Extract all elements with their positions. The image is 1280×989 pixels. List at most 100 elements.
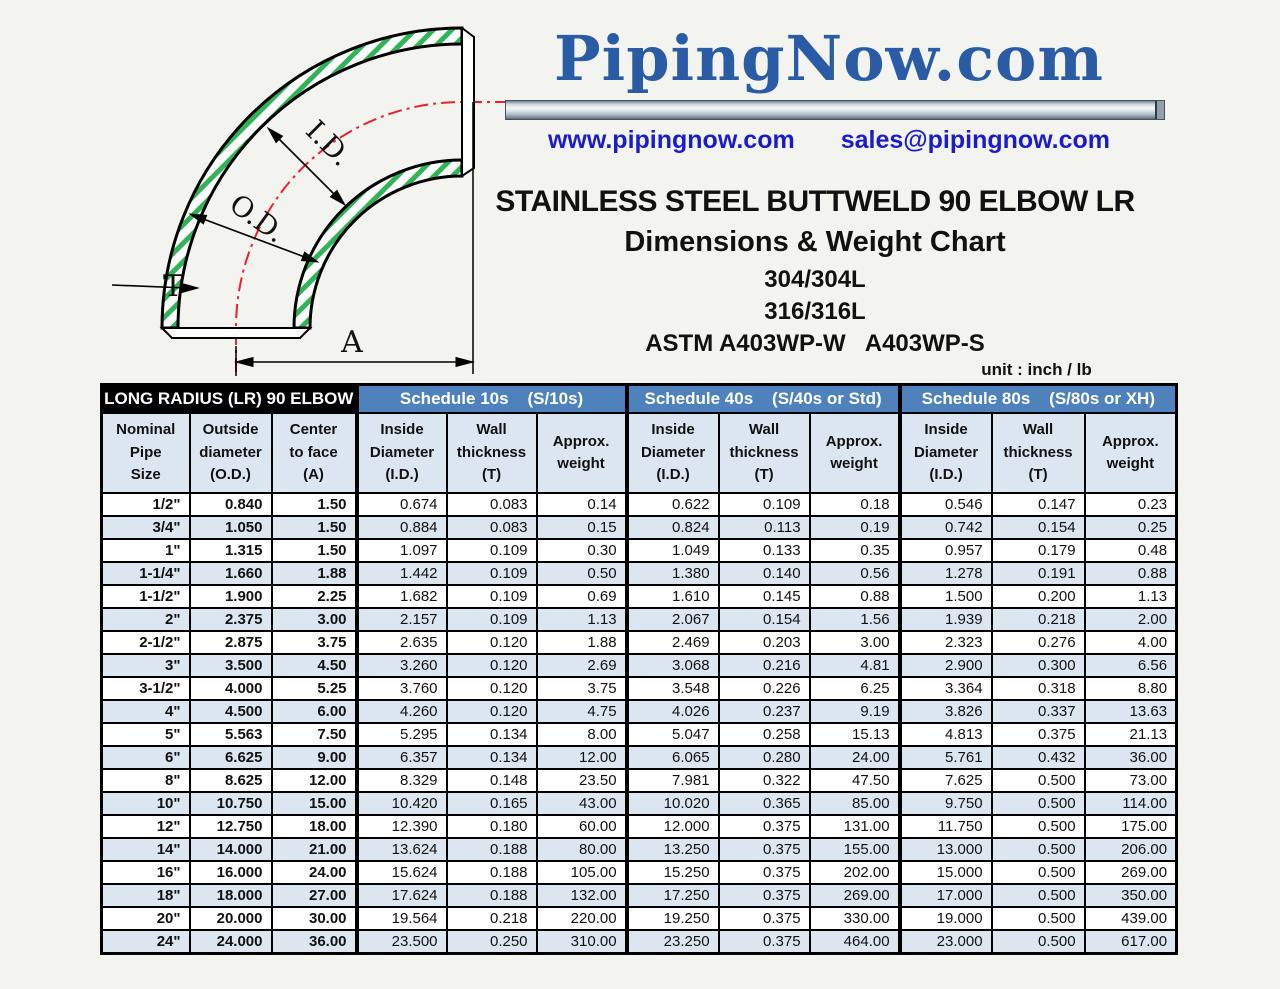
cell-value: 36.00 (270, 929, 358, 955)
cell-pipe-size: 24" (100, 929, 191, 955)
cell-value: 19.564 (354, 906, 448, 931)
cell-value: 0.19 (808, 515, 901, 540)
cell-value: 43.00 (535, 791, 628, 816)
cell-value: 0.840 (188, 492, 273, 517)
cell-value: 0.109 (717, 492, 811, 517)
t-dimension (111, 282, 200, 294)
table-row: 10" 10.750 15.00 10.420 0.165 43.00 10.020 0.36… (100, 791, 1178, 816)
cell-value: 21.00 (270, 837, 358, 862)
cell-value: 0.133 (717, 538, 811, 563)
cell-value: 24.000 (188, 929, 273, 955)
cell-value: 1.50 (270, 492, 358, 517)
cell-value: 0.365 (717, 791, 811, 816)
cell-pipe-size: 2-1/2" (100, 630, 191, 655)
cell-value: 60.00 (535, 814, 628, 839)
pipe-graphic (505, 100, 1165, 120)
cell-value: 0.18 (808, 492, 901, 517)
cell-pipe-size: 10" (100, 791, 191, 816)
cell-value: 0.188 (445, 837, 538, 862)
cell-value: 8.625 (188, 768, 273, 793)
cell-value: 15.000 (897, 860, 993, 885)
cell-value: 10.420 (354, 791, 448, 816)
cell-value: 1.660 (188, 561, 273, 586)
cell-value: 7.981 (624, 768, 720, 793)
cell-value: 0.109 (445, 561, 538, 586)
cell-value: 1.13 (535, 607, 628, 632)
cell-value: 0.375 (717, 906, 811, 931)
column-header-cell: Approx. weight (535, 412, 628, 494)
t-label: T (163, 269, 183, 304)
table-row: 20" 20.000 30.00 19.564 0.218 220.00 19.250 0.3… (100, 906, 1178, 931)
cell-value: 12.00 (270, 768, 358, 793)
cell-value: 8.00 (535, 722, 628, 747)
cell-value: 5.047 (624, 722, 720, 747)
cell-value: 1.380 (624, 561, 720, 586)
cell-value: 0.180 (445, 814, 538, 839)
cell-value: 330.00 (808, 906, 901, 931)
cell-value: 206.00 (1083, 837, 1178, 862)
cell-value: 617.00 (1083, 929, 1178, 955)
cell-pipe-size: 1" (100, 538, 191, 563)
cell-value: 1.500 (897, 584, 993, 609)
cell-value: 5.761 (897, 745, 993, 770)
cell-pipe-size: 6" (100, 745, 191, 770)
cell-value: 73.00 (1083, 768, 1178, 793)
cell-value: 0.375 (717, 883, 811, 908)
unit-note: unit : inch / lb (981, 360, 1092, 379)
column-header-cell: Wall thickness (T) (717, 412, 811, 494)
cell-value: 1.50 (270, 538, 358, 563)
table-row: 16" 16.000 24.00 15.624 0.188 105.00 15.250 0.3… (100, 860, 1178, 885)
cell-pipe-size: 4" (100, 699, 191, 724)
cell-value: 0.250 (445, 929, 538, 955)
od-dimension (188, 213, 320, 263)
cell-value: 2.067 (624, 607, 720, 632)
elbow-inner-wall (292, 158, 464, 330)
cell-value: 0.69 (535, 584, 628, 609)
logo-text: PipingNow.com (554, 22, 1104, 95)
cell-value: 3.548 (624, 676, 720, 701)
sales-email: sales@pipingnow.com (840, 126, 1111, 154)
cell-value: 0.742 (897, 515, 993, 540)
cell-value: 1.88 (535, 630, 628, 655)
cell-value: 10.750 (188, 791, 273, 816)
cell-pipe-size: 14" (100, 837, 191, 862)
cell-pipe-size: 1-1/2" (100, 584, 191, 609)
cell-value: 15.13 (808, 722, 901, 747)
cell-value: 0.109 (445, 538, 538, 563)
cell-value: 4.81 (808, 653, 901, 678)
cell-value: 0.218 (990, 607, 1086, 632)
cell-value: 0.375 (717, 860, 811, 885)
cell-value: 0.375 (717, 814, 811, 839)
cell-value: 18.00 (270, 814, 358, 839)
cell-value: 0.957 (897, 538, 993, 563)
a-dimension (234, 102, 475, 376)
column-header-cell: Wall thickness (T) (445, 412, 538, 494)
cell-value: 12.750 (188, 814, 273, 839)
a-label: A (340, 325, 363, 360)
website-url: www.pipingnow.com (547, 126, 795, 154)
cell-value: 80.00 (535, 837, 628, 862)
cell-value: 6.625 (188, 745, 273, 770)
cell-value: 19.250 (624, 906, 720, 931)
table-title-cell: LONG RADIUS (LR) 90 ELBOW (100, 383, 358, 414)
id-label: I.D. (299, 114, 358, 173)
cell-value: 0.120 (445, 699, 538, 724)
cell-value: 1.900 (188, 584, 273, 609)
cell-value: 0.148 (445, 768, 538, 793)
cell-value: 0.500 (990, 791, 1086, 816)
cell-value: 24.00 (270, 860, 358, 885)
id-dimension (266, 126, 347, 207)
cell-value: 5.563 (188, 722, 273, 747)
cell-value: 0.120 (445, 630, 538, 655)
cell-value: 0.674 (354, 492, 448, 517)
cell-value: 2.157 (354, 607, 448, 632)
grade-316: 316/316L (764, 298, 866, 325)
cell-value: 0.56 (808, 561, 901, 586)
cell-pipe-size: 3" (100, 653, 191, 678)
cell-value: 1.049 (624, 538, 720, 563)
cell-value: 36.00 (1083, 745, 1178, 770)
cell-value: 17.250 (624, 883, 720, 908)
cell-value: 12.390 (354, 814, 448, 839)
cell-value: 0.884 (354, 515, 448, 540)
